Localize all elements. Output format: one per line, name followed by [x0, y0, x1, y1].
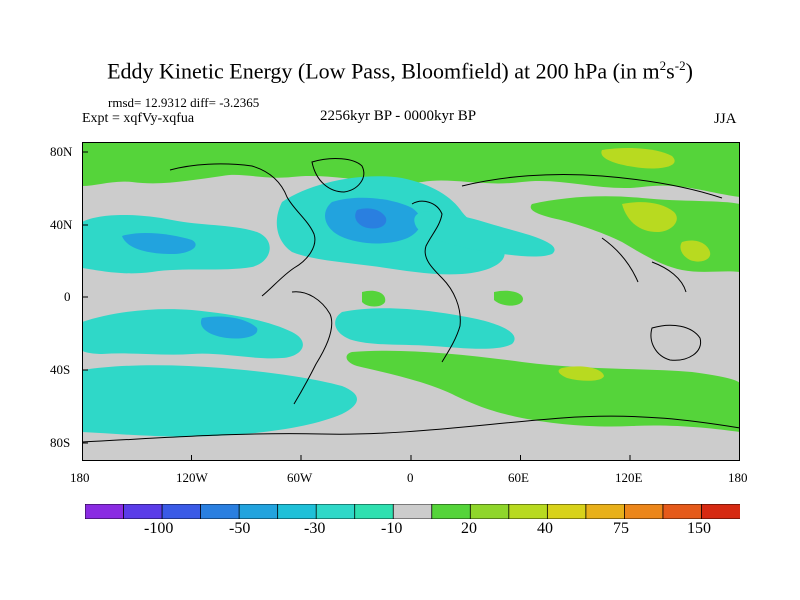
colorbar-label: -30	[304, 520, 326, 537]
lon-label-180e: 180	[728, 470, 748, 485]
colorbar-swatch	[469, 504, 510, 519]
colorbar-swatch	[546, 504, 587, 519]
southern-yellow-patch	[558, 366, 604, 381]
lon-label-180w: 180	[70, 470, 90, 485]
colorbar-label: 150	[687, 520, 711, 537]
plot-title: Eddy Kinetic Energy (Low Pass, Bloomfiel…	[107, 58, 693, 84]
lat-label-40s: 40S	[50, 362, 71, 377]
lat-label-80n: 80N	[50, 144, 73, 159]
colorbar-swatch	[508, 504, 549, 519]
experiment-label: Expt = xqfVy-xqfua	[82, 111, 195, 126]
season-label: JJA	[714, 111, 737, 127]
colorbar-swatch	[624, 504, 664, 519]
east-asia-yellow	[680, 240, 711, 262]
colorbar-swatch	[662, 504, 703, 519]
colorbar-swatch	[701, 504, 740, 519]
north-atlantic-deep-blue	[355, 208, 387, 229]
lat-label-40n: 40N	[50, 217, 73, 232]
south-atlantic-cyan	[335, 308, 515, 349]
coast-europe-africa	[411, 200, 461, 363]
map-ticks	[82, 151, 631, 461]
coast-asia	[461, 173, 723, 293]
lat-label-0: 0	[64, 289, 71, 304]
lon-label-60w: 60W	[287, 470, 313, 485]
lon-label-120w: 120W	[176, 470, 208, 485]
tropical-green-2	[494, 290, 523, 306]
colorbar-label: 75	[613, 520, 629, 537]
lat-label-80s: 80S	[50, 435, 71, 450]
colorbar-swatch	[200, 504, 241, 519]
north-pacific-blue	[122, 233, 196, 254]
lon-label-120e: 120E	[615, 470, 643, 485]
coast-south-america	[291, 291, 333, 405]
lon-label-60e: 60E	[508, 470, 529, 485]
eurasia-cyan	[414, 211, 555, 257]
colorbar-swatch	[123, 504, 163, 519]
arctic-yellow-patch	[601, 148, 675, 169]
tropical-green-1	[362, 290, 386, 307]
south-pacific-cyan	[82, 309, 303, 359]
eke-map	[82, 142, 740, 461]
colorbar-swatch	[277, 504, 318, 519]
colorbar-swatch	[85, 504, 125, 519]
colorbar-swatch	[392, 504, 433, 519]
colorbar-label: 40	[537, 520, 553, 537]
south-pacific-blue	[200, 316, 258, 339]
rmsd-diff-stats: rmsd= 12.9312 diff= -3.2365	[108, 95, 260, 110]
arctic-green-band	[82, 142, 740, 197]
colorbar-swatch	[161, 504, 202, 519]
coast-australia	[650, 324, 702, 361]
colorbar-swatch	[431, 504, 472, 519]
colorbar-label: -10	[381, 520, 403, 537]
colorbar-swatch	[238, 504, 279, 519]
coast-north-america	[169, 163, 316, 297]
coast-antarctica	[82, 415, 740, 443]
colorbar	[85, 504, 740, 519]
colorbar-label: -100	[144, 520, 174, 537]
period-label: 2256kyr BP - 0000kyr BP	[320, 108, 477, 124]
colorbar-label: -50	[229, 520, 251, 537]
southern-green-band	[346, 350, 740, 432]
southern-cyan-belt	[82, 365, 357, 437]
colorbar-swatch	[354, 504, 395, 519]
coast-greenland	[311, 158, 365, 193]
colorbar-swatch	[585, 504, 626, 519]
colorbar-label: 20	[461, 520, 477, 537]
coastlines	[82, 158, 740, 443]
lon-label-0: 0	[407, 470, 414, 485]
colorbar-swatch	[315, 504, 356, 519]
asia-yellow	[622, 202, 677, 232]
